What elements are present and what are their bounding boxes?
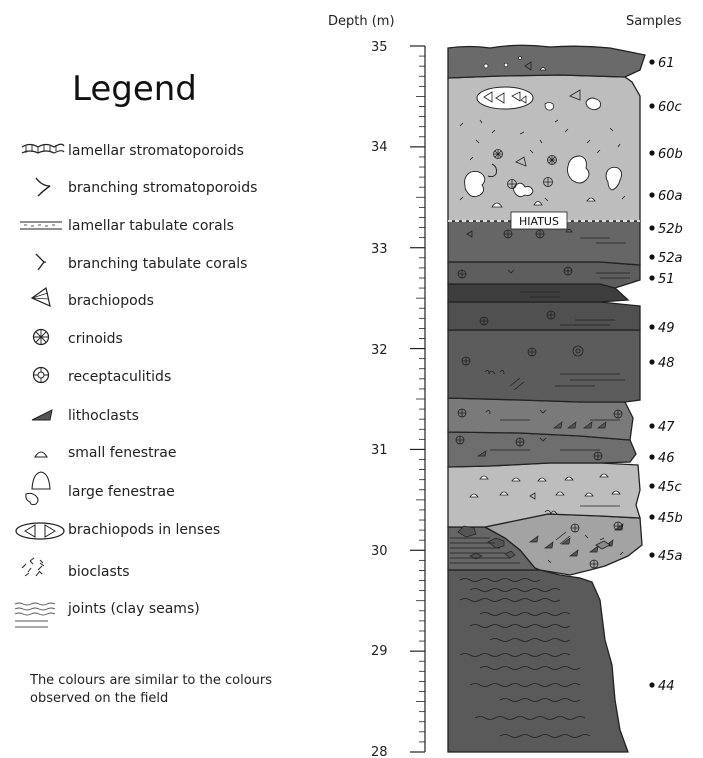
- sample-label-48: 48: [658, 356, 675, 371]
- sample-dot-47: [649, 423, 655, 429]
- hiatus-label: HIATUS: [519, 215, 559, 228]
- sample-dot-49: [649, 324, 655, 330]
- legend-label-crinoids: crinoids: [68, 331, 123, 347]
- sample-label-44: 44: [658, 679, 675, 694]
- lamellar-stromatoporoid-icon: [21, 143, 65, 154]
- depth-axis: Depth (m) 35 34 33 32 31 30 29 28: [328, 14, 426, 758]
- sample-dot-60c: [649, 103, 655, 109]
- branching-stromatoporoid-icon: [35, 177, 51, 197]
- sample-label-52b: 52b: [658, 222, 683, 237]
- sample-label-45a: 45a: [658, 549, 683, 564]
- joints-icon: [14, 602, 56, 628]
- legend-label-small-fenestrae: small fenestrae: [68, 445, 177, 461]
- bed-52: [447, 220, 641, 266]
- sample-dot-60b: [649, 150, 655, 156]
- sample-dot-45c: [649, 483, 655, 489]
- depth-tick-label-32: 32: [371, 343, 388, 358]
- sample-label-60b: 60b: [658, 147, 683, 162]
- lithoclast-icon: [31, 409, 53, 421]
- sample-dot-60a: [649, 192, 655, 198]
- legend-label-lithoclasts: lithoclasts: [68, 408, 139, 424]
- sample-label-52a: 52a: [658, 251, 683, 266]
- sample-dot-61: [649, 59, 655, 65]
- hiatus-label-box: [510, 211, 568, 230]
- sample-dot-45b: [649, 514, 655, 520]
- small-fenestrae-icon: [34, 451, 48, 458]
- depth-tick-label-28: 28: [371, 745, 388, 758]
- column-decorations: [450, 56, 630, 738]
- brachiopod-icon: [30, 286, 51, 308]
- sample-label-49: 49: [658, 321, 675, 336]
- legend-title: Legend: [72, 69, 197, 109]
- depth-tick-label-35: 35: [371, 40, 388, 55]
- legend-label-branching-tabulate-corals: branching tabulate corals: [68, 256, 247, 272]
- bed-49: [447, 301, 641, 331]
- sample-markers: 61 60c 60b 60a 52b 52a 51 49 48 47 46 45c 45b 45a 44: [649, 56, 683, 694]
- sample-label-60c: 60c: [658, 100, 682, 115]
- receptaculitid-icon: [32, 366, 50, 384]
- stratigraphic-column: [447, 44, 646, 753]
- legend-label-lamellar-tabulate-corals: lamellar tabulate corals: [68, 218, 234, 234]
- sample-dot-44: [649, 682, 655, 688]
- sample-dot-51: [649, 275, 655, 281]
- legend-label-brachiopods: brachiopods: [68, 293, 154, 309]
- legend-label-brachiopods-in-lenses: brachiopods in lenses: [68, 522, 220, 538]
- depth-tick-label-29: 29: [371, 644, 388, 659]
- depth-axis-title: Depth (m): [328, 14, 395, 29]
- bed-48: [447, 329, 641, 403]
- legend-label-receptaculitids: receptaculitids: [68, 369, 171, 385]
- sample-dot-45a: [649, 552, 655, 558]
- legend-label-bioclasts: bioclasts: [68, 564, 130, 580]
- bed-44: [447, 569, 629, 753]
- lamellar-tabulate-coral-icon: [20, 221, 62, 230]
- legend: Legend lamellar stromatoporoids branchin…: [14, 69, 272, 706]
- depth-tick-label-31: 31: [371, 443, 388, 458]
- sample-dot-52a: [649, 254, 655, 260]
- bioclast-icon: [21, 557, 45, 577]
- sample-label-60a: 60a: [658, 189, 683, 204]
- depth-tick-label-34: 34: [371, 140, 388, 155]
- samples-title: Samples: [626, 14, 682, 29]
- sample-label-47: 47: [658, 420, 675, 435]
- crinoid-icon: [32, 328, 50, 346]
- legend-label-joints: joints (clay seams): [67, 601, 200, 617]
- sample-dot-48: [649, 359, 655, 365]
- sample-label-46: 46: [658, 451, 675, 466]
- depth-tick-label-30: 30: [371, 544, 388, 559]
- sample-label-61: 61: [658, 56, 675, 71]
- sample-label-45c: 45c: [658, 480, 682, 495]
- sample-dot-46: [649, 454, 655, 460]
- samples: Samples 61 60c 60b 60a 52b 52a 51 49 48 47 46 45c 45…: [626, 14, 683, 694]
- sample-label-45b: 45b: [658, 511, 683, 526]
- branching-tabulate-coral-icon: [35, 253, 46, 271]
- brachiopod-lens-icon: [15, 522, 65, 540]
- bed-51: [447, 261, 641, 289]
- large-fenestrae-icon: [25, 471, 51, 506]
- depth-tick-label-33: 33: [371, 242, 388, 257]
- depth-axis-minor-ticks: [410, 45, 425, 753]
- bed-61: [447, 44, 646, 79]
- note-line-2: observed on the field: [30, 691, 168, 706]
- legend-label-branching-stromatoporoids: branching stromatoporoids: [68, 180, 257, 196]
- bed-51-dark: [447, 283, 630, 303]
- legend-label-lamellar-stromatoporoids: lamellar stromatoporoids: [68, 143, 244, 159]
- note-line-1: The colours are similar to the colours: [29, 673, 272, 688]
- sample-dot-52b: [649, 225, 655, 231]
- sample-label-51: 51: [658, 272, 675, 287]
- legend-label-large-fenestrae: large fenestrae: [68, 484, 175, 500]
